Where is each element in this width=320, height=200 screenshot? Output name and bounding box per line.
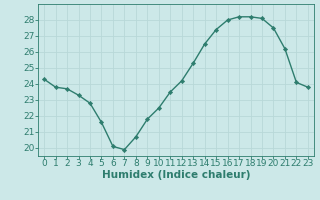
X-axis label: Humidex (Indice chaleur): Humidex (Indice chaleur)	[102, 170, 250, 180]
